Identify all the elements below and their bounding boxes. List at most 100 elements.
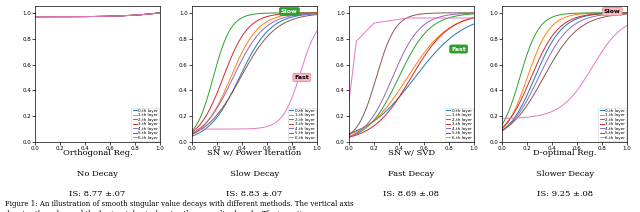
- Legend: 0-th layer, 1-th layer, 2-th layer, 3-th layer, 4-th layer, 5-th layer, 6-th lay: 0-th layer, 1-th layer, 2-th layer, 3-th…: [445, 108, 473, 141]
- 0-th layer: [108, 15, 115, 17]
- 6-th layer: [106, 15, 113, 17]
- 4-th layer: [31, 15, 39, 18]
- 6-th layer: [499, 117, 507, 120]
- 4-th layer: [108, 15, 115, 17]
- Line: 0-th layer: 0-th layer: [192, 14, 317, 136]
- 5-th layer: [419, 13, 426, 15]
- 5-th layer: [499, 129, 507, 131]
- 6-th layer: [264, 125, 272, 127]
- 0-th layer: [188, 135, 196, 137]
- 0-th layer: [264, 29, 272, 32]
- 1-th layer: [301, 12, 309, 15]
- Text: Slow: Slow: [604, 9, 621, 14]
- 6-th layer: [293, 82, 301, 84]
- 5-th layer: [106, 15, 113, 17]
- 4-th layer: [419, 24, 427, 27]
- Line: 6-th layer: 6-th layer: [502, 25, 627, 119]
- 2-th layer: [106, 15, 113, 17]
- 4-th layer: [106, 15, 113, 17]
- 0-th layer: [136, 14, 144, 16]
- 1-th layer: [108, 15, 115, 17]
- 4-th layer: [421, 23, 429, 25]
- 2-th layer: [262, 12, 269, 14]
- Text: D-optimal Reg.: D-optimal Reg.: [533, 149, 596, 158]
- 6-th layer: [262, 126, 269, 128]
- 1-th layer: [136, 14, 144, 16]
- 6-th layer: [108, 15, 115, 17]
- 5-th layer: [450, 12, 458, 14]
- 1-th layer: [264, 20, 272, 22]
- 3-th layer: [499, 126, 507, 128]
- 4-th layer: [450, 13, 458, 16]
- 4-th layer: [32, 15, 40, 18]
- 1-th layer: [419, 53, 426, 56]
- 1-th layer: [106, 15, 113, 17]
- Text: Slow: Slow: [281, 9, 298, 14]
- 4-th layer: [301, 13, 309, 15]
- Text: Fast: Fast: [451, 46, 466, 52]
- 6-th layer: [313, 30, 321, 32]
- Legend: 0-th layer, 1-th layer, 2-th layer, 3-th layer, 4-th layer, 5-th layer, 6-th lay: 0-th layer, 1-th layer, 2-th layer, 3-th…: [598, 108, 627, 141]
- 2-th layer: [419, 34, 427, 36]
- 6-th layer: [499, 117, 506, 120]
- 6-th layer: [458, 17, 466, 19]
- 6-th layer: [189, 128, 196, 130]
- 0-th layer: [421, 63, 429, 66]
- Line: 1-th layer: 1-th layer: [349, 18, 474, 135]
- 6-th layer: [31, 15, 39, 18]
- 4-th layer: [499, 129, 507, 131]
- 1-th layer: [189, 133, 196, 136]
- 3-th layer: [156, 11, 164, 14]
- 4-th layer: [262, 25, 270, 28]
- 2-th layer: [623, 11, 631, 14]
- Text: SN w/ SVD: SN w/ SVD: [388, 149, 435, 158]
- 2-th layer: [346, 136, 353, 138]
- 3-th layer: [419, 57, 426, 60]
- 3-th layer: [189, 131, 196, 133]
- 4-th layer: [604, 13, 611, 16]
- 4-th layer: [575, 21, 582, 23]
- Text: Figure 1: An illustration of smooth singular value decays with different methods: Figure 1: An illustration of smooth sing…: [5, 200, 354, 212]
- Text: IS: 8.69 ±.08: IS: 8.69 ±.08: [383, 190, 439, 198]
- 0-th layer: [293, 15, 301, 17]
- 5-th layer: [145, 13, 152, 15]
- 3-th layer: [623, 12, 631, 14]
- 0-th layer: [345, 132, 353, 135]
- 4-th layer: [313, 12, 321, 15]
- 5-th layer: [623, 13, 631, 15]
- 5-th layer: [31, 15, 39, 18]
- 3-th layer: [108, 15, 115, 17]
- 1-th layer: [31, 15, 39, 18]
- 4-th layer: [189, 132, 196, 134]
- 0-th layer: [156, 11, 164, 14]
- 5-th layer: [264, 34, 272, 37]
- 3-th layer: [346, 136, 353, 138]
- 6-th layer: [451, 17, 458, 19]
- Line: 6-th layer: 6-th layer: [192, 31, 317, 129]
- Line: 2-th layer: 2-th layer: [349, 14, 474, 137]
- 1-th layer: [604, 12, 611, 14]
- 2-th layer: [604, 12, 611, 14]
- Text: IS: 9.25 ±.08: IS: 9.25 ±.08: [537, 190, 593, 198]
- Line: 4-th layer: 4-th layer: [349, 13, 474, 137]
- 5-th layer: [470, 12, 477, 14]
- 4-th layer: [499, 129, 506, 132]
- 3-th layer: [145, 13, 152, 15]
- Line: 6-th layer: 6-th layer: [349, 18, 474, 103]
- 1-th layer: [293, 13, 301, 15]
- 6-th layer: [420, 17, 428, 19]
- 1-th layer: [105, 15, 113, 18]
- 0-th layer: [499, 129, 506, 132]
- 0-th layer: [604, 12, 611, 15]
- Line: 2-th layer: 2-th layer: [502, 13, 627, 124]
- 4-th layer: [573, 22, 580, 24]
- 2-th layer: [313, 11, 321, 14]
- Line: 3-th layer: 3-th layer: [349, 18, 474, 137]
- 3-th layer: [293, 12, 301, 14]
- 5-th layer: [293, 17, 301, 19]
- 6-th layer: [136, 14, 144, 16]
- 4-th layer: [346, 135, 353, 138]
- 0-th layer: [419, 66, 427, 68]
- 5-th layer: [32, 15, 40, 18]
- 2-th layer: [264, 12, 272, 14]
